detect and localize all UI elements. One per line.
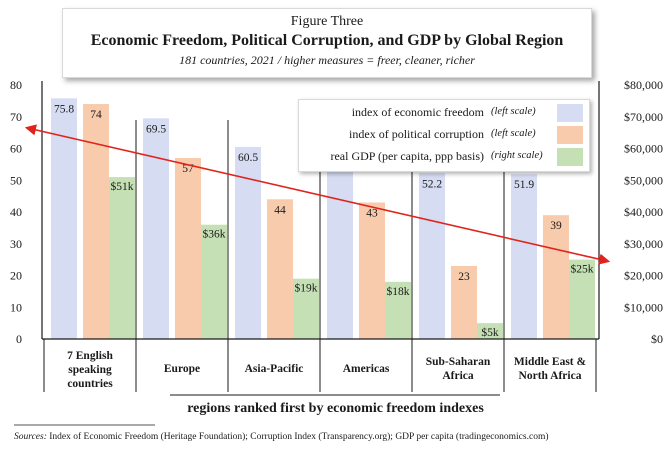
legend-swatch	[557, 104, 583, 122]
bar-corruption	[83, 104, 109, 339]
region-label-line: speaking	[68, 364, 112, 376]
bar-gdp	[109, 177, 135, 339]
region-label-line: Europe	[163, 363, 201, 375]
data-label-corruption: 74	[90, 109, 102, 121]
region-label-line: Americas	[342, 363, 390, 375]
left-axis-tick-label: 80	[10, 78, 22, 92]
data-label-corruption: 39	[550, 220, 562, 232]
region-label-line: Africa	[442, 370, 474, 382]
right-axis-tick-label: $20,000	[624, 269, 663, 283]
data-label-gdp: $18k	[387, 285, 410, 298]
region-label: 7 English speaking countries	[44, 349, 136, 391]
legend-swatch	[557, 148, 583, 166]
region-label-line: North Africa	[518, 370, 582, 382]
data-label-freedom: 60.5	[238, 152, 258, 164]
left-axis-tick-label: 40	[10, 205, 22, 219]
region-label-line: Sub-Saharan	[425, 356, 491, 368]
region-label-line: countries	[67, 378, 113, 390]
region-label: Europe	[136, 362, 228, 376]
data-label-gdp: $19k	[295, 282, 318, 295]
legend-item-political-corruption: index of political corruption (left scal…	[299, 125, 589, 145]
data-label-freedom: 52.2	[422, 178, 442, 190]
left-axis-tick-label: 50	[10, 173, 22, 187]
data-label-freedom: 69.5	[146, 123, 166, 135]
sources-text: Index of Economic Freedom (Heritage Foun…	[49, 432, 549, 442]
legend-scale: (left scale)	[491, 128, 536, 139]
data-label-gdp: $5k	[481, 326, 499, 339]
region-label-line: Asia-Pacific	[244, 363, 304, 375]
region-label-line: 7 English	[67, 350, 113, 362]
bar-freedom	[511, 174, 537, 339]
data-label-freedom: 51.9	[514, 179, 534, 191]
legend: index of economic freedom (left scale) i…	[298, 99, 590, 172]
right-axis-tick-label: $40,000	[624, 205, 663, 219]
right-axis-tick-label: $0	[651, 332, 663, 346]
left-axis-tick-label: 60	[10, 142, 22, 156]
legend-scale: (right scale)	[491, 150, 543, 161]
right-axis-tick-label: $50,000	[624, 173, 663, 187]
region-label-line: Middle East &	[513, 356, 587, 368]
bar-gdp	[385, 281, 411, 339]
data-label-freedom: 75.8	[54, 103, 74, 115]
bar-gdp	[293, 278, 319, 339]
right-axis-tick-label: $60,000	[624, 142, 663, 156]
bar-gdp	[569, 259, 595, 339]
bar-gdp	[201, 224, 227, 339]
bar-freedom	[327, 149, 353, 339]
bar-corruption	[451, 265, 477, 339]
bar-corruption	[359, 202, 385, 339]
bar-corruption	[267, 199, 293, 339]
bar-corruption	[175, 158, 201, 339]
bar-corruption	[543, 215, 569, 339]
right-axis-tick-label: $80,000	[624, 78, 663, 92]
legend-item-real-gdp: real GDP (per capita, ppp basis) (right …	[299, 147, 589, 167]
left-axis-tick-label: 30	[10, 237, 22, 251]
figure-label: Figure Three	[290, 14, 364, 29]
bar-freedom	[143, 118, 169, 340]
legend-label: index of economic freedom	[351, 105, 484, 119]
data-label-corruption: 43	[366, 207, 378, 219]
data-label-corruption: 23	[458, 271, 470, 283]
legend-label: real GDP (per capita, ppp basis)	[330, 149, 484, 163]
legend-item-economic-freedom: index of economic freedom (left scale)	[299, 103, 589, 123]
chart-subtitle: 181 countries, 2021 / higher measures = …	[179, 53, 475, 67]
right-axis-tick-label: $10,000	[624, 300, 663, 314]
data-label-gdp: $36k	[203, 228, 226, 241]
right-axis-tick-label: $30,000	[624, 237, 663, 251]
x-axis-title: regions ranked first by economic freedom…	[187, 401, 484, 416]
legend-label: index of political corruption	[349, 127, 484, 141]
left-axis-tick-label: 0	[16, 332, 22, 346]
bar-freedom	[419, 173, 445, 339]
legend-scale: (left scale)	[491, 106, 536, 117]
data-label-gdp: $51k	[111, 180, 134, 193]
data-label-gdp: $25k	[571, 263, 594, 276]
legend-swatch	[557, 126, 583, 144]
region-label: Asia-Pacific	[228, 362, 320, 376]
sources-lead: Sources:	[14, 432, 47, 442]
left-axis-tick-label: 20	[10, 269, 22, 283]
sources-note: Sources: Index of Economic Freedom (Heri…	[14, 432, 549, 442]
right-axis-tick-label: $70,000	[624, 110, 663, 124]
left-axis-tick-label: 70	[10, 110, 22, 124]
region-label: Americas	[320, 362, 412, 376]
region-label: Middle East & North Africa	[504, 355, 596, 383]
left-axis-tick-label: 10	[10, 300, 22, 314]
region-label: Sub-Saharan Africa	[412, 355, 504, 383]
title-box: Figure Three Economic Freedom, Political…	[62, 8, 592, 78]
trend-arrow	[24, 124, 611, 265]
chart-title: Economic Freedom, Political Corruption, …	[90, 32, 564, 49]
data-label-corruption: 44	[274, 204, 286, 216]
bar-gdp	[477, 323, 503, 339]
